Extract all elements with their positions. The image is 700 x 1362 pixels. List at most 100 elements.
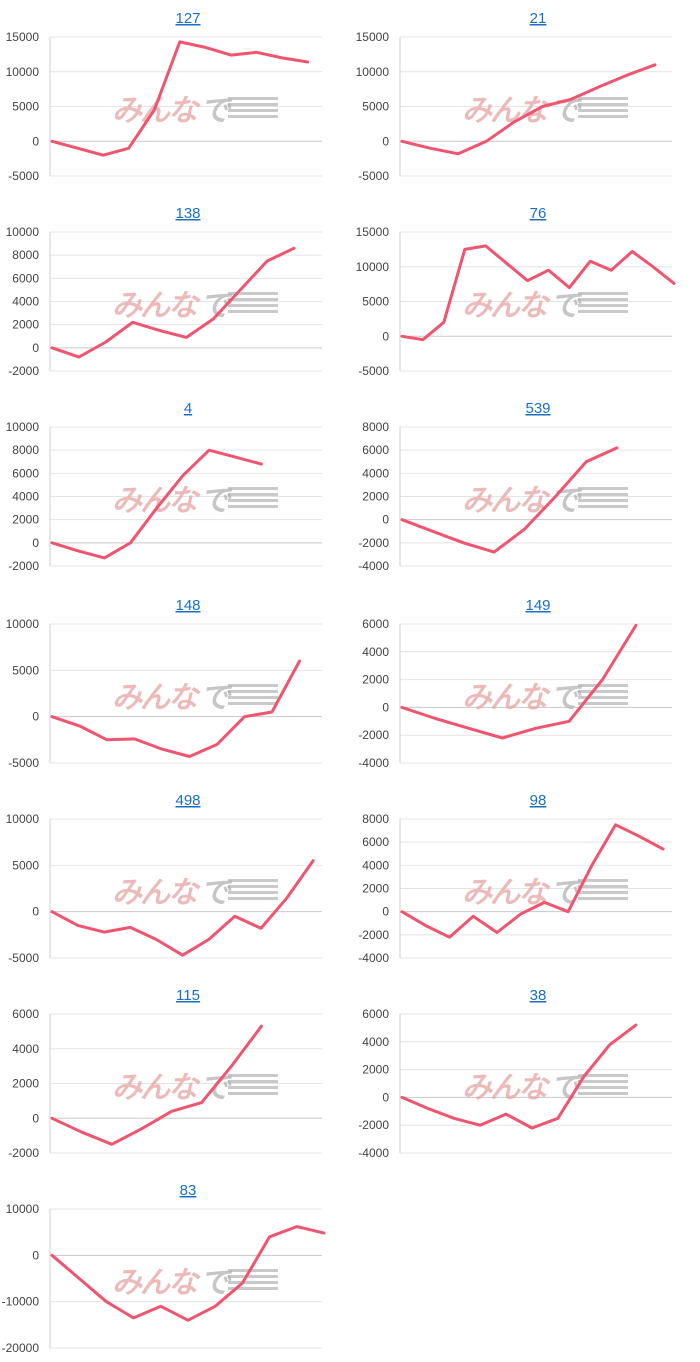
chart-title-link[interactable]: 127 [175, 10, 200, 27]
y-tick-label: 4000 [362, 645, 389, 659]
chart-panel-38: 38 6000 4000 2000 0 -2000 -4000 みんなで [350, 977, 700, 1167]
watermark-logo: みんなで [112, 877, 278, 910]
y-tick-label: -5000 [8, 169, 39, 183]
watermark-logo: みんなで [462, 682, 628, 715]
y-tick-label: 6000 [12, 271, 39, 285]
y-tick-label: -5000 [358, 364, 389, 378]
y-tick-label: -2000 [8, 559, 39, 573]
chart-panel-498: 498 10000 5000 0 -5000 みんなで [0, 782, 350, 972]
y-tick-label: 15000 [356, 30, 390, 44]
chart-panel-21: 21 15000 10000 5000 0 -5000 みんなで [350, 0, 700, 190]
watermark-logo: みんなで [112, 290, 278, 323]
watermark-right-text: で [200, 485, 233, 518]
chart-title-link[interactable]: 498 [175, 792, 200, 809]
y-tick-label: 6000 [362, 443, 389, 457]
chart-title-link[interactable]: 38 [530, 987, 547, 1004]
y-tick-label: 2000 [362, 882, 389, 896]
y-tick-label: -5000 [8, 756, 39, 770]
line-chart-149: 149 6000 4000 2000 0 -2000 -4000 みんなで [358, 597, 672, 770]
watermark-left-text: みんな [462, 485, 551, 518]
watermark-logo: みんなで [462, 485, 628, 518]
y-tick-label: 0 [32, 710, 39, 724]
line-chart-98: 98 8000 6000 4000 2000 0 -2000 -4000 みんなで [358, 792, 672, 965]
line-chart-38: 38 6000 4000 2000 0 -2000 -4000 みんなで [358, 987, 672, 1160]
y-tick-label: 10000 [356, 65, 390, 79]
y-tick-label: 8000 [12, 443, 39, 457]
y-tick-label: 0 [32, 134, 39, 148]
y-tick-label: -4000 [358, 951, 389, 965]
y-tick-label: -20000 [2, 1341, 40, 1355]
line-chart-21: 21 15000 10000 5000 0 -5000 みんなで [356, 10, 672, 183]
y-tick-label: 6000 [362, 835, 389, 849]
y-tick-label: 0 [32, 905, 39, 919]
chart-title-link[interactable]: 138 [175, 205, 200, 222]
y-tick-label: 8000 [12, 248, 39, 262]
chart-title-link[interactable]: 115 [176, 987, 200, 1004]
series-line [50, 1225, 326, 1322]
chart-title-link[interactable]: 76 [530, 205, 547, 222]
chart-title-link[interactable]: 21 [530, 10, 547, 27]
line-chart-138: 138 10000 8000 6000 4000 2000 0 -2000 みんなで [6, 205, 322, 378]
watermark-left-text: みんな [462, 1072, 551, 1105]
y-tick-label: 8000 [362, 420, 389, 434]
chart-title-link[interactable]: 539 [525, 400, 550, 417]
y-tick-label: 0 [382, 700, 389, 714]
chart-title-link[interactable]: 4 [184, 400, 192, 417]
y-tick-label: 6000 [12, 466, 39, 480]
y-tick-label: 6000 [362, 617, 389, 631]
y-tick-label: 5000 [12, 663, 39, 677]
line-chart-539: 539 8000 6000 4000 2000 0 -2000 -4000 みんなで [358, 400, 672, 573]
series-line [50, 659, 301, 758]
series-line [400, 244, 676, 342]
y-tick-label: 0 [382, 329, 389, 343]
chart-title-link[interactable]: 83 [180, 1182, 197, 1199]
watermark-left-text: みんな [462, 682, 551, 715]
y-tick-label: -2000 [358, 928, 389, 942]
series-line [400, 446, 619, 554]
y-tick-label: 2000 [12, 1077, 39, 1091]
y-tick-label: 2000 [12, 513, 39, 527]
watermark-logo: みんなで [112, 485, 278, 518]
watermark-left-text: みんな [112, 877, 201, 910]
watermark-left-text: みんな [112, 290, 201, 323]
y-tick-label: 6000 [12, 1007, 39, 1021]
chart-panel-149: 149 6000 4000 2000 0 -2000 -4000 みんなで [350, 587, 700, 777]
series-line [50, 40, 310, 157]
watermark-right-text: で [200, 682, 233, 715]
y-tick-label: 10000 [6, 420, 40, 434]
chart-panel-115: 115 6000 4000 2000 0 -2000 みんなで [0, 977, 350, 1167]
chart-panel-4: 4 10000 8000 6000 4000 2000 0 -2000 みんなで [0, 390, 350, 580]
chart-panel-148: 148 10000 5000 0 -5000 みんなで [0, 587, 350, 777]
y-tick-label: -2000 [358, 728, 389, 742]
series-line [50, 246, 296, 359]
y-tick-label: 2000 [362, 490, 389, 504]
y-tick-label: -2000 [358, 536, 389, 550]
y-tick-label: -5000 [358, 169, 389, 183]
y-tick-label: -5000 [8, 951, 39, 965]
y-tick-label: 2000 [362, 1063, 389, 1077]
y-tick-label: 5000 [12, 100, 39, 114]
chart-panel-539: 539 8000 6000 4000 2000 0 -2000 -4000 みんなで [350, 390, 700, 580]
y-tick-label: 4000 [362, 466, 389, 480]
y-tick-label: -2000 [8, 364, 39, 378]
chart-title-link[interactable]: 149 [525, 597, 550, 614]
chart-panel-98: 98 8000 6000 4000 2000 0 -2000 -4000 みんなで [350, 782, 700, 972]
watermark-left-text: みんな [112, 1072, 201, 1105]
watermark-left-text: みんな [462, 95, 551, 128]
y-tick-label: 0 [382, 513, 389, 527]
series-line [50, 859, 315, 957]
watermark-logo: みんなで [112, 1267, 278, 1300]
watermark-right-text: で [200, 95, 233, 128]
y-tick-label: 4000 [12, 1042, 39, 1056]
series-line [50, 448, 263, 560]
watermark-right-text: で [200, 877, 233, 910]
chart-title-link[interactable]: 148 [175, 597, 200, 614]
y-tick-label: 5000 [12, 858, 39, 872]
watermark-right-text: で [550, 485, 583, 518]
watermark-left-text: みんな [112, 1267, 201, 1300]
chart-panel-138: 138 10000 8000 6000 4000 2000 0 -2000 みんなで [0, 195, 350, 385]
chart-title-link[interactable]: 98 [530, 792, 547, 809]
y-tick-label: 4000 [12, 490, 39, 504]
y-tick-label: 10000 [356, 260, 390, 274]
